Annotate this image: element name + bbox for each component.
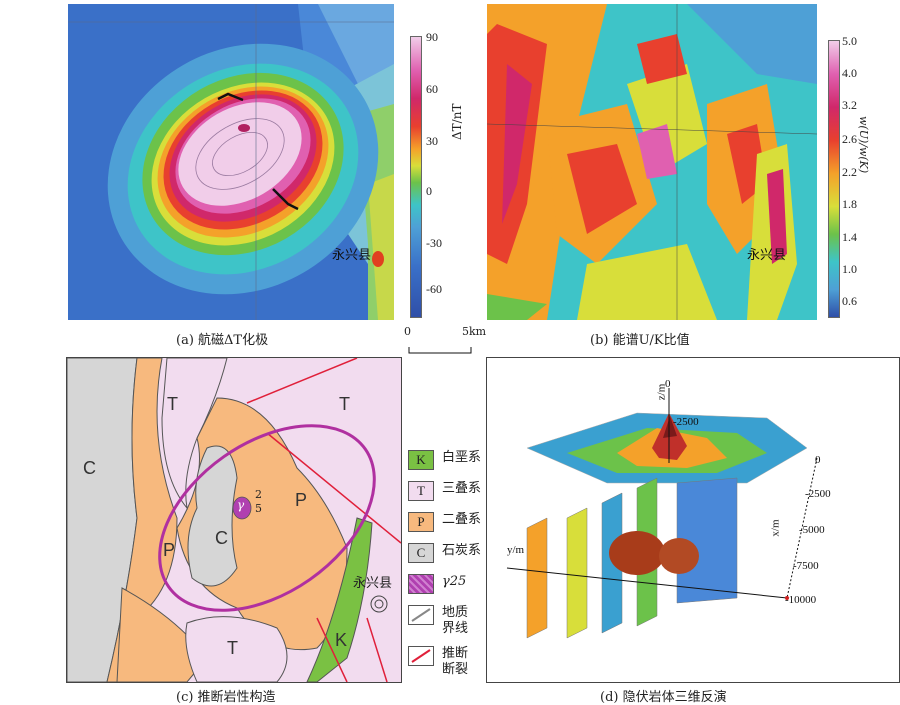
panel-c-geology-map: T T T C C P P K γ 2 5 永兴县: [66, 357, 402, 683]
legend-item-carboniferous: C 石炭系: [408, 543, 481, 563]
colorbar-a-tick: 30: [426, 134, 438, 148]
z-axis-tick: -2500: [673, 416, 699, 428]
legend-label: 白垩系: [442, 450, 482, 465]
legend-label: γ25: [442, 574, 467, 589]
uk-ratio-map: [487, 4, 817, 320]
legend-item-permian: P 二叠系: [408, 512, 481, 532]
label-k: K: [335, 630, 348, 650]
panel-b-spectral-map: 永兴县: [487, 4, 817, 320]
legend-swatch: C: [408, 543, 434, 563]
label-t-south: T: [227, 638, 238, 658]
scale-bar-start: 0: [404, 325, 411, 338]
legend-swatch-boundary: [408, 605, 434, 625]
colorbar-a-tick: 0: [426, 184, 432, 198]
county-label-a: 永兴县: [332, 247, 372, 262]
colorbar-b-tick: 4.0: [842, 66, 857, 80]
colorbar-b-tick: 2.2: [842, 165, 857, 179]
label-gamma-sub: 5: [255, 502, 262, 515]
colorbar-a-tick: -60: [426, 282, 442, 296]
legend-swatch: P: [408, 512, 434, 532]
x-axis-tick: -10000: [785, 594, 817, 606]
colorbar-a: [410, 36, 422, 318]
label-p-east: P: [295, 490, 308, 510]
legend-item-boundary: 地质界线: [408, 605, 474, 637]
caption-a: (a) 航磁ΔT化极: [176, 333, 269, 348]
x-axis-tick: 0: [815, 454, 821, 466]
z-axis-tick: 0: [665, 378, 671, 390]
colorbar-b-tick: 3.2: [842, 98, 857, 112]
colorbar-b-tick: 2.6: [842, 132, 857, 146]
colorbar-b-tick: 5.0: [842, 34, 857, 48]
legend-item-triassic: T 三叠系: [408, 481, 481, 501]
legend-swatch: K: [408, 450, 434, 470]
colorbar-b-unit: w(U)/w(K): [857, 116, 870, 174]
legend-swatch-fault: [408, 646, 434, 666]
legend-item-fault: 推断断裂: [408, 646, 474, 678]
county-label-c: 永兴县: [353, 576, 393, 591]
colorbar-b-tick: 1.4: [842, 230, 857, 244]
colorbar-b-tick: 1.8: [842, 197, 857, 211]
panel-a-magnetic-map: 永兴县: [68, 4, 394, 320]
colorbar-a-tick: 60: [426, 82, 438, 96]
county-label-b: 永兴县: [747, 247, 787, 262]
x-axis-tick: -7500: [793, 560, 819, 572]
colorbar-b-tick: 1.0: [842, 262, 857, 276]
x-axis-tick: -5000: [799, 524, 825, 536]
panel-d-3d-inversion: 0 -2500 z/m 0 -2500 -5000 -7500 -10000 x…: [486, 357, 900, 683]
x-axis-tick: -2500: [805, 488, 831, 500]
colorbar-b: [828, 40, 840, 318]
label-t-east: T: [339, 394, 350, 414]
geology-map: [67, 358, 401, 682]
label-gamma: γ: [237, 498, 245, 512]
legend-label: 石炭系: [442, 543, 482, 558]
caption-d: (d) 隐伏岩体三维反演: [600, 690, 727, 705]
inversion-3d-view: [506, 388, 818, 639]
legend-label: 三叠系: [442, 481, 482, 496]
label-gamma-sup: 2: [255, 488, 262, 501]
legend-label: 地质界线: [442, 605, 469, 636]
scale-bar: [408, 340, 472, 354]
x-axis-label: x/m: [769, 519, 782, 537]
label-c-center: C: [215, 528, 228, 548]
z-axis-label: z/m: [655, 383, 668, 401]
colorbar-b-tick: 0.6: [842, 294, 857, 308]
magnetic-anomaly-map: [68, 4, 394, 320]
legend-label: 推断断裂: [442, 646, 469, 677]
label-t-north: T: [167, 394, 178, 414]
caption-b: (b) 能谱U/K比值: [590, 333, 690, 348]
colorbar-a-tick: -30: [426, 236, 442, 250]
colorbar-a-unit: ΔT/nT: [450, 103, 464, 140]
colorbar-a-tick: 90: [426, 30, 438, 44]
legend-item-cretaceous: K 白垩系: [408, 450, 481, 470]
legend-label: 二叠系: [442, 512, 482, 527]
legend-swatch-granite: [408, 574, 434, 594]
label-p-west: P: [163, 540, 176, 560]
caption-c: (c) 推断岩性构造: [176, 690, 276, 705]
scale-bar-end: 5km: [462, 325, 487, 338]
legend-item-granite: γ25: [408, 574, 466, 594]
legend: K 白垩系 T 三叠系 P 二叠系 C 石炭系 γ25 地质界线 推断断裂: [408, 450, 488, 686]
label-c-west: C: [83, 458, 96, 478]
legend-swatch: T: [408, 481, 434, 501]
y-axis-label: y/m: [507, 544, 525, 556]
